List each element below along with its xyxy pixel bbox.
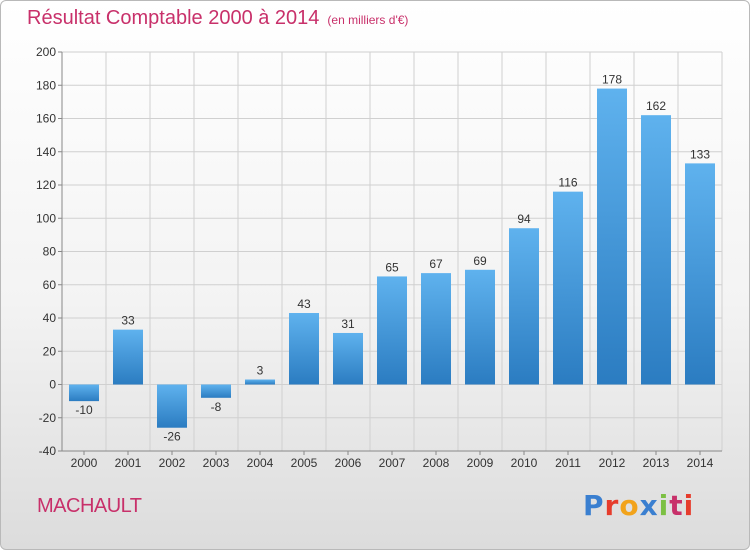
bar bbox=[465, 269, 495, 385]
y-tick-label: 140 bbox=[36, 145, 56, 159]
data-label: 3 bbox=[257, 364, 264, 378]
y-tick-label: -40 bbox=[39, 444, 57, 458]
x-tick-label: 2000 bbox=[71, 456, 98, 470]
bar bbox=[377, 276, 407, 385]
bar bbox=[421, 273, 451, 385]
bar bbox=[641, 115, 671, 385]
y-tick-label: 200 bbox=[36, 45, 56, 59]
data-label: 31 bbox=[341, 317, 355, 331]
logo-letter: i bbox=[683, 489, 695, 522]
bar bbox=[201, 384, 231, 398]
y-tick-label: -20 bbox=[39, 411, 57, 425]
data-label: 33 bbox=[121, 314, 135, 328]
logo-letter: r bbox=[604, 489, 620, 522]
y-tick-label: 20 bbox=[43, 344, 57, 358]
data-label: -8 bbox=[211, 400, 222, 414]
chart-title: Résultat Comptable 2000 à 2014 (en millie… bbox=[27, 7, 408, 30]
place-name: MACHAULT bbox=[37, 495, 142, 517]
x-tick-label: 2004 bbox=[247, 456, 274, 470]
bar bbox=[289, 313, 319, 385]
bar bbox=[113, 329, 143, 385]
x-tick-label: 2001 bbox=[115, 456, 142, 470]
y-tick-label: 0 bbox=[49, 378, 56, 392]
x-tick-label: 2013 bbox=[643, 456, 670, 470]
x-tick-label: 2012 bbox=[599, 456, 626, 470]
data-label: 69 bbox=[473, 254, 487, 268]
bar bbox=[69, 384, 99, 402]
bar bbox=[509, 228, 539, 385]
title-text: Résultat Comptable 2000 à 2014 bbox=[27, 7, 320, 29]
subtitle-text: (en milliers d'€) bbox=[327, 13, 409, 27]
logo-letter: t bbox=[669, 489, 684, 522]
bars bbox=[69, 88, 715, 428]
x-tick-label: 2010 bbox=[511, 456, 538, 470]
bar bbox=[333, 332, 363, 385]
proxiti-logo: Proxiti bbox=[583, 489, 694, 522]
bar bbox=[157, 384, 187, 428]
data-label: 43 bbox=[297, 297, 311, 311]
data-label: 94 bbox=[517, 212, 531, 226]
y-tick-label: 100 bbox=[36, 211, 56, 225]
x-tick-label: 2005 bbox=[291, 456, 318, 470]
logo-letter: i bbox=[658, 489, 670, 522]
data-label: 116 bbox=[558, 176, 577, 190]
x-tick-label: 2006 bbox=[335, 456, 362, 470]
data-label: -26 bbox=[163, 430, 181, 444]
bar bbox=[685, 163, 715, 385]
bar bbox=[553, 191, 583, 385]
data-label: 67 bbox=[429, 257, 443, 271]
data-label: 133 bbox=[690, 147, 710, 161]
y-tick-label: 60 bbox=[43, 278, 57, 292]
y-tick-label: 120 bbox=[36, 178, 56, 192]
x-tick-label: 2008 bbox=[423, 456, 450, 470]
data-label: 65 bbox=[385, 260, 399, 274]
data-label: -10 bbox=[75, 403, 93, 417]
x-tick-label: 2011 bbox=[555, 456, 581, 470]
axes: -40 -20 0 20 40 60 80 100 120 140 160 180 200 2000 200… bbox=[36, 45, 722, 470]
bar bbox=[245, 379, 275, 385]
y-tick-label: 160 bbox=[36, 112, 56, 126]
x-tick-label: 2002 bbox=[159, 456, 186, 470]
y-tick-label: 180 bbox=[36, 78, 56, 92]
logo-letter: x bbox=[639, 489, 659, 522]
y-tick-label: 80 bbox=[43, 245, 57, 259]
labels: -10 33 -26 -8 3 43 31 65 67 69 94 116 178 162 133 bbox=[75, 73, 710, 444]
data-label: 178 bbox=[602, 73, 622, 87]
x-tick-label: 2009 bbox=[467, 456, 494, 470]
data-label: 162 bbox=[646, 99, 666, 113]
bar bbox=[597, 88, 627, 385]
x-tick-label: 2014 bbox=[687, 456, 714, 470]
x-tick-label: 2007 bbox=[379, 456, 406, 470]
x-tick-label: 2003 bbox=[203, 456, 230, 470]
logo-letter: P bbox=[583, 489, 605, 522]
logo-letter: o bbox=[619, 489, 640, 522]
y-tick-label: 40 bbox=[43, 311, 57, 325]
